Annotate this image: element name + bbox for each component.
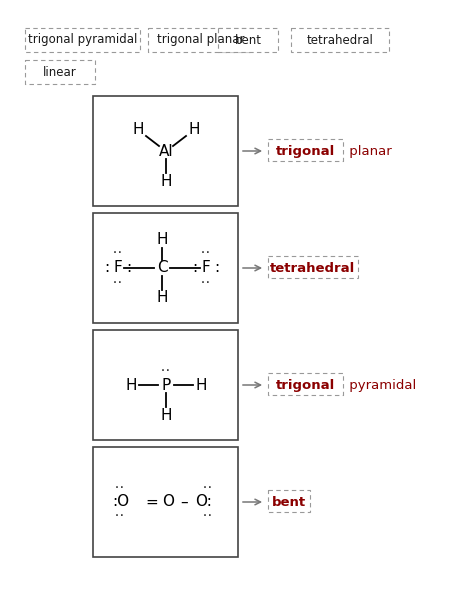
Text: bent: bent	[271, 496, 305, 508]
Text: ··: ··	[113, 511, 124, 521]
Text: tetrahedral: tetrahedral	[270, 262, 355, 274]
Text: ··: ··	[112, 248, 123, 258]
Bar	[148, 28, 252, 52]
Bar	[291, 28, 388, 52]
Bar	[268, 373, 342, 395]
Text: H: H	[195, 377, 206, 393]
Bar	[25, 60, 95, 84]
Text: H: H	[125, 377, 136, 393]
Text: Al: Al	[158, 144, 173, 159]
Bar	[268, 256, 357, 278]
Text: F: F	[113, 260, 122, 276]
Text: :: :	[214, 260, 219, 276]
Text: –: –	[180, 494, 187, 510]
Text: bent: bent	[234, 34, 261, 46]
Text: pyramidal: pyramidal	[344, 379, 415, 391]
Text: O:: O:	[195, 494, 212, 510]
Text: C: C	[157, 260, 167, 276]
Bar	[218, 28, 277, 52]
Text: H: H	[156, 233, 168, 247]
Text: ··: ··	[112, 278, 123, 288]
Text: H: H	[160, 408, 171, 423]
Bar	[268, 139, 342, 161]
Text: O: O	[162, 494, 174, 510]
Text: ··: ··	[202, 511, 213, 521]
Text: :O: :O	[112, 494, 129, 510]
Text: =: =	[146, 494, 158, 510]
Text: tetrahedral: tetrahedral	[306, 34, 373, 46]
Text: planar: planar	[344, 145, 391, 157]
Bar	[93, 330, 237, 440]
Text: ··: ··	[202, 483, 213, 493]
Bar	[93, 213, 237, 323]
Text: :: :	[192, 260, 197, 276]
Text: H: H	[156, 291, 168, 306]
Text: ··: ··	[200, 278, 212, 288]
Text: linear: linear	[43, 66, 77, 78]
Text: ··: ··	[160, 366, 172, 376]
Text: trigonal: trigonal	[275, 379, 335, 391]
Text: F: F	[201, 260, 210, 276]
Text: H: H	[188, 121, 199, 136]
Bar	[268, 490, 309, 512]
Bar	[93, 447, 237, 557]
Text: ··: ··	[200, 248, 212, 258]
Bar	[25, 28, 140, 52]
Text: P: P	[161, 377, 170, 393]
Text: H: H	[160, 174, 171, 189]
Bar	[93, 96, 237, 206]
Text: H: H	[132, 121, 144, 136]
Text: trigonal pyramidal: trigonal pyramidal	[28, 34, 137, 46]
Text: :: :	[126, 260, 131, 276]
Text: trigonal: trigonal	[275, 145, 335, 157]
Text: ··: ··	[113, 483, 124, 493]
Text: :: :	[104, 260, 109, 276]
Text: trigonal planar: trigonal planar	[157, 34, 244, 46]
